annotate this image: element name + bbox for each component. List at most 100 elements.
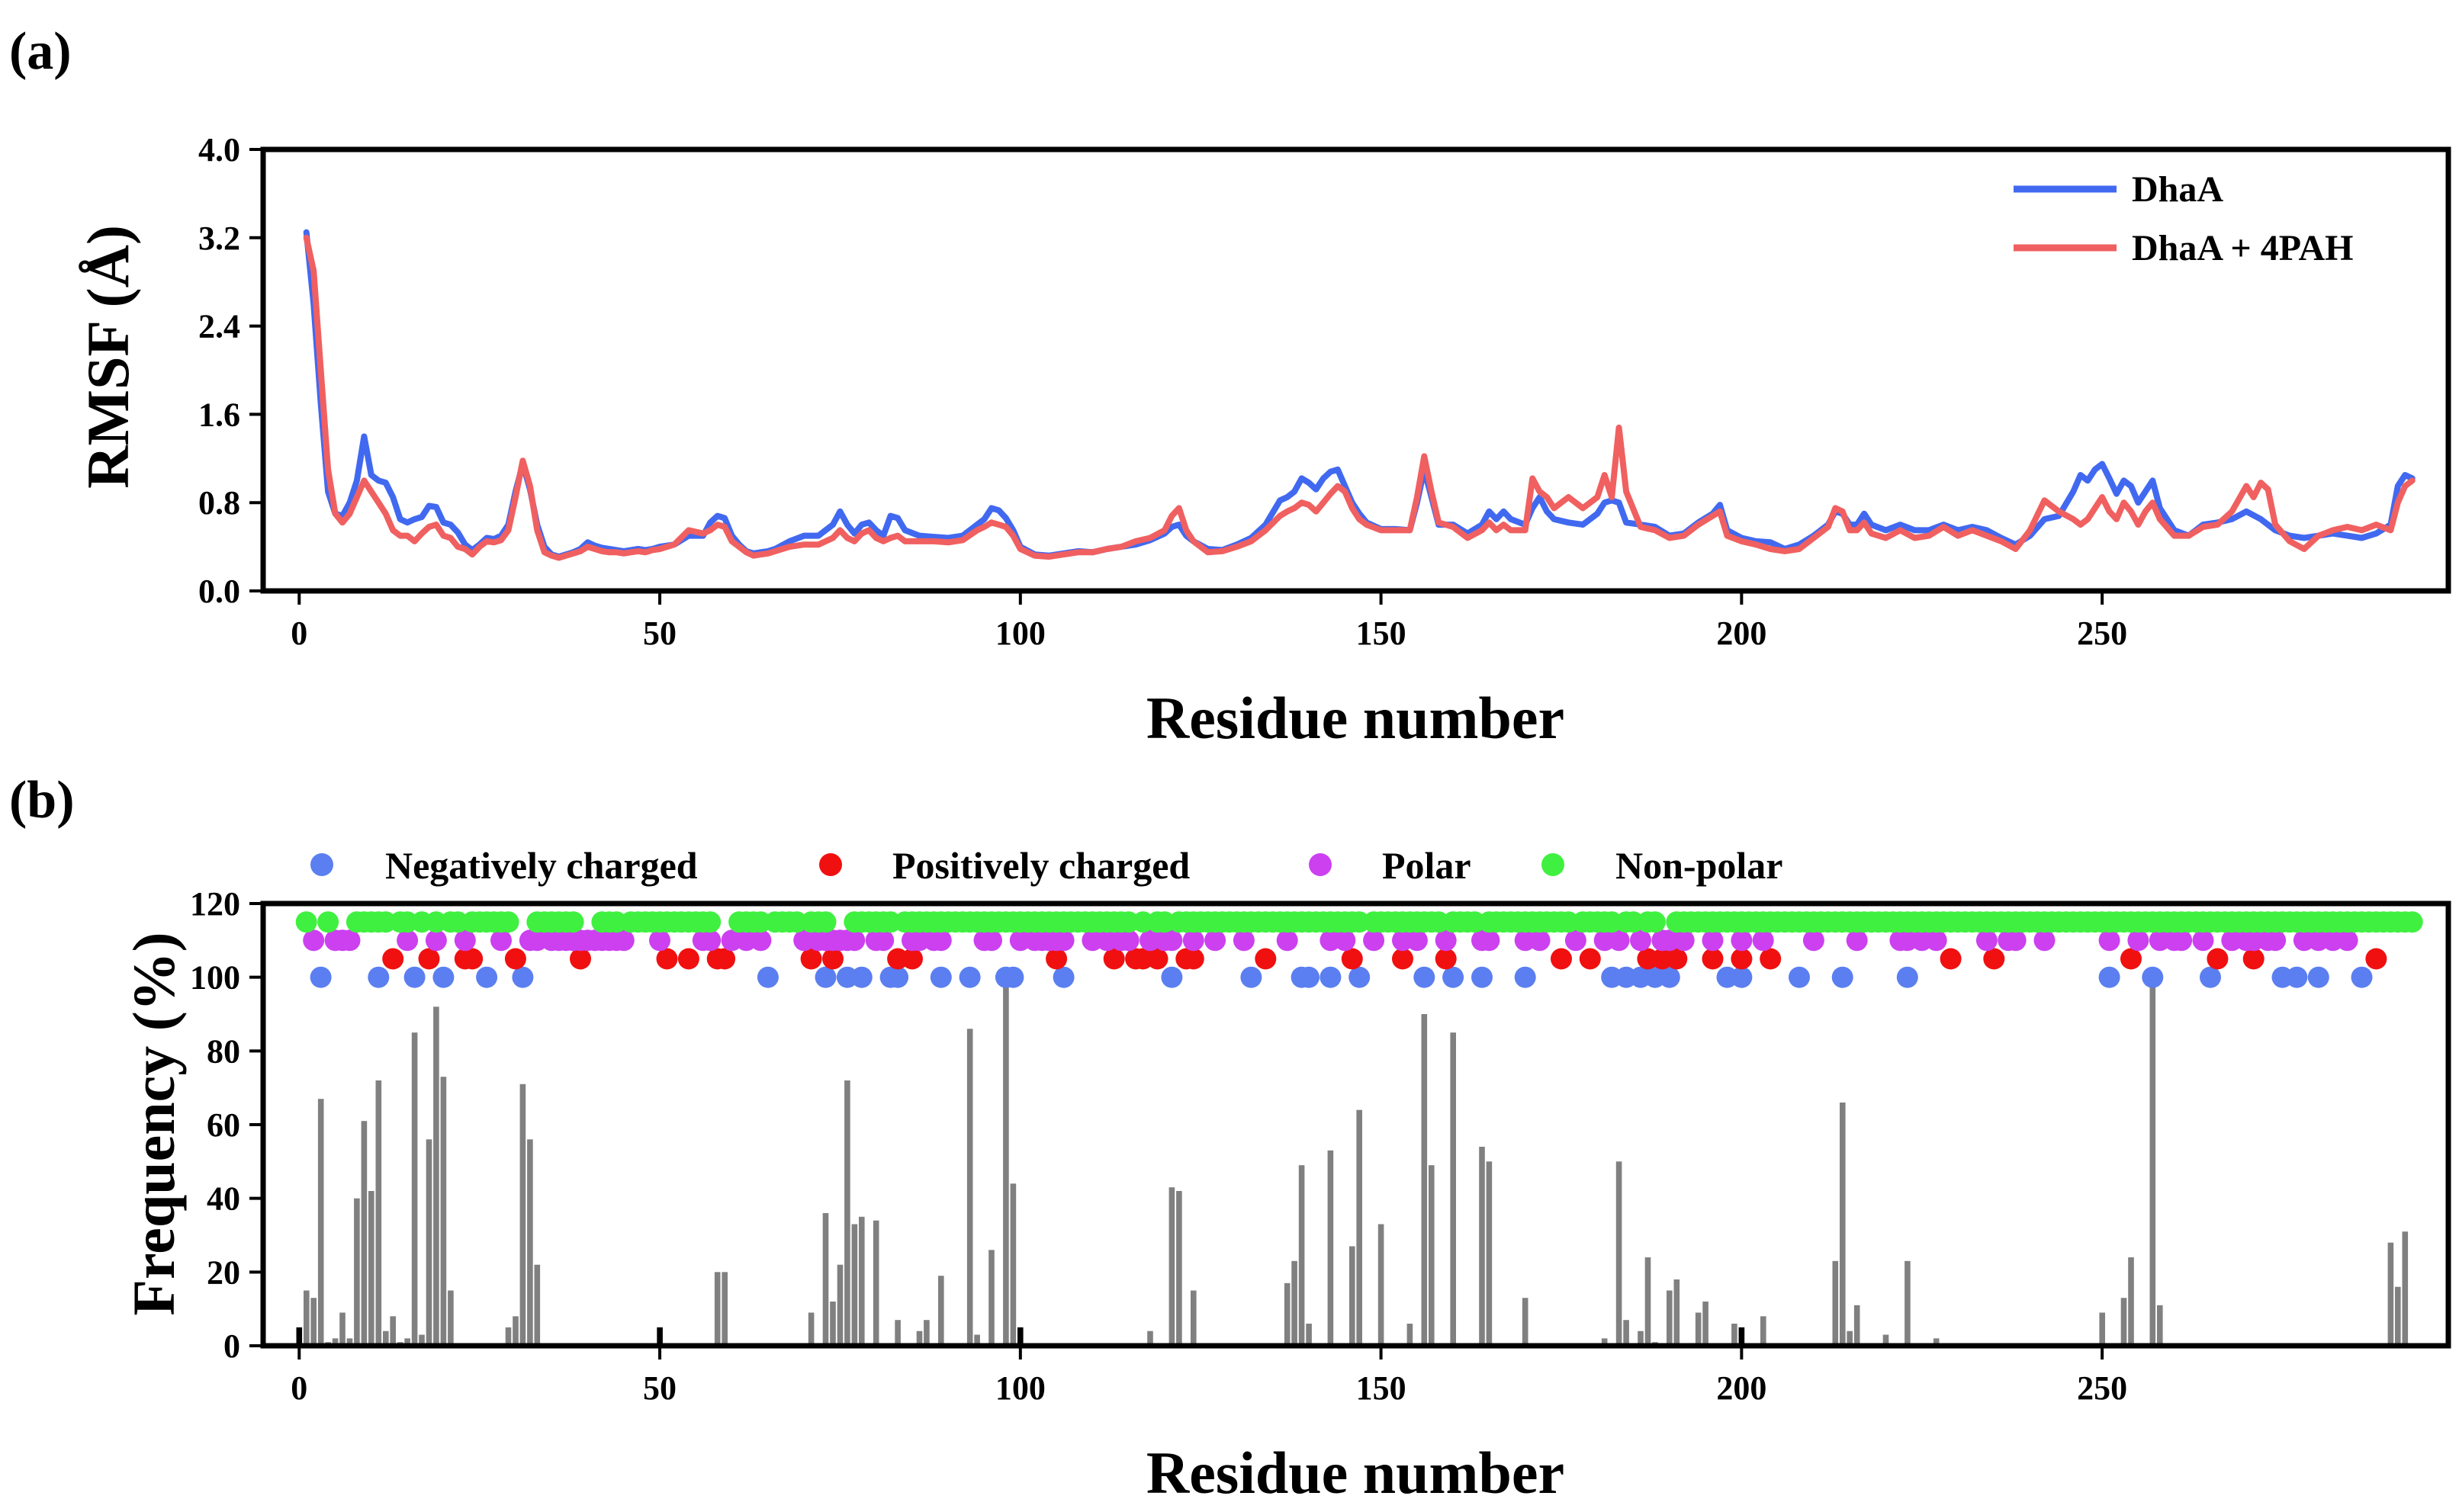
legend-label-non-polar: Non-polar — [1615, 844, 1782, 887]
marker-non-polar-29 — [497, 911, 519, 933]
bar-residue-9 — [361, 1121, 368, 1346]
marker-polar-264 — [2192, 929, 2214, 952]
y-tick-label-20: 20 — [207, 1254, 240, 1291]
marker-polar-251 — [2098, 929, 2120, 952]
marker-positively-charged-134 — [1255, 948, 1277, 970]
bar-residue-227 — [1933, 1338, 1940, 1346]
marker-negatively-charged-16 — [403, 966, 426, 988]
bar-residue-21 — [448, 1290, 454, 1346]
series-line-dhaa-4pah — [303, 234, 2416, 561]
bar-residue-187 — [1644, 1257, 1651, 1346]
x-tick-label-150: 150 — [1356, 615, 1406, 652]
marker-positively-charged-175 — [1551, 948, 1572, 970]
marker-polar-165 — [1478, 929, 1500, 952]
bar-residue-16 — [411, 1032, 418, 1346]
bar-residue-124 — [1191, 1290, 1197, 1346]
bar-residue-121 — [1168, 1187, 1175, 1346]
marker-negatively-charged-140 — [1298, 966, 1320, 988]
marker-negatively-charged-257 — [2142, 966, 2164, 988]
bar-residue-87 — [924, 1320, 930, 1346]
marker-non-polar-57 — [699, 911, 722, 933]
marker-positively-charged-159 — [1435, 948, 1457, 970]
legend-label-polar: Polar — [1382, 844, 1471, 887]
marker-negatively-charged-265 — [2200, 966, 2221, 988]
bar-residue-80 — [873, 1220, 879, 1346]
bar-residue-184 — [1623, 1320, 1629, 1346]
marker-polar-183 — [1608, 929, 1630, 952]
bar-residue-164 — [1479, 1147, 1485, 1346]
marker-negatively-charged-156 — [1413, 966, 1435, 988]
marker-polar-196 — [1702, 929, 1724, 952]
y-tick-label-0: 0 — [223, 1327, 240, 1365]
bar-residue-157 — [1429, 1165, 1435, 1346]
bar-residue-78 — [859, 1216, 865, 1346]
marker-polar-210 — [1802, 929, 1824, 952]
bar-residue-2 — [310, 1298, 317, 1346]
plot-frame-b — [260, 900, 2451, 1349]
bar-residue-291 — [2395, 1286, 2401, 1346]
marker-polar-23 — [454, 929, 476, 952]
bar-residue-6 — [339, 1312, 346, 1346]
bar-residue-96 — [988, 1250, 995, 1346]
bar-residue-183 — [1615, 1161, 1622, 1346]
marker-negatively-charged-132 — [1240, 966, 1262, 988]
marker-polar-131 — [1233, 929, 1255, 952]
marker-negatively-charged-83 — [887, 966, 909, 988]
bar-residue-32 — [527, 1139, 533, 1346]
xlabel-a: Residue number — [1146, 685, 1564, 751]
marker-negatively-charged-160 — [1442, 966, 1464, 988]
marker-positively-charged-288 — [2365, 948, 2387, 970]
bar-residue-139 — [1298, 1165, 1305, 1346]
marker-negatively-charged-93 — [959, 966, 981, 988]
marker-polar-127 — [1204, 929, 1226, 952]
marker-polar-261 — [2171, 929, 2193, 952]
bar-residue-3 — [317, 1099, 324, 1346]
x-tick-label-50: 50 — [643, 615, 677, 652]
x-tick-label-50: 50 — [643, 1369, 677, 1407]
marker-polar-274 — [2265, 929, 2287, 952]
marker-positively-charged-124 — [1182, 948, 1204, 970]
bar-residue-223 — [1905, 1260, 1911, 1346]
y-tick-label-4: 4.0 — [198, 131, 240, 169]
bar-residue-8 — [354, 1198, 360, 1346]
marker-non-polar-73 — [815, 911, 837, 933]
marker-non-polar-38 — [562, 911, 584, 933]
marker-polar-227 — [1925, 929, 1947, 952]
bar-residue-99 — [1010, 1183, 1017, 1346]
marker-positively-charged-30 — [504, 948, 526, 970]
legend-a: DhaA DhaA + 4PAH — [2014, 169, 2353, 268]
marker-polar-15 — [397, 929, 419, 952]
legend-marker-non-polar — [1541, 853, 1564, 876]
marker-polar-19 — [425, 929, 447, 952]
marker-negatively-charged-170 — [1514, 966, 1536, 988]
bar-residue-203 — [1760, 1316, 1766, 1346]
bar-residue-200 — [1738, 1327, 1745, 1346]
marker-positively-charged-266 — [2207, 948, 2229, 970]
bar-residue-250 — [2099, 1312, 2105, 1346]
marker-polar-57 — [699, 929, 722, 952]
legend-label-dhaa: DhaA — [2132, 169, 2223, 210]
marker-negatively-charged-143 — [1320, 966, 1342, 988]
marker-positively-charged-119 — [1146, 948, 1168, 970]
bar-residue-186 — [1638, 1331, 1644, 1346]
marker-negatively-charged-65 — [757, 966, 779, 988]
plot-frame-a — [260, 146, 2451, 594]
bar-residue-15 — [404, 1338, 410, 1346]
marker-positively-charged-204 — [1760, 948, 1782, 970]
marker-polar-89 — [930, 929, 952, 952]
marker-polar-115 — [1117, 929, 1139, 952]
marker-positively-charged-24 — [461, 948, 484, 970]
marker-polar-50 — [649, 929, 670, 952]
legend-label-negatively-charged: Negatively charged — [385, 844, 698, 887]
ylabel-b: Frequency (%) — [121, 932, 187, 1315]
y-tick-label-120: 120 — [190, 885, 240, 923]
marker-polar-81 — [873, 929, 895, 952]
bar-residue-150 — [1377, 1224, 1384, 1346]
bar-residue-58 — [714, 1272, 721, 1346]
marker-negatively-charged-78 — [850, 966, 873, 988]
marker-negatively-charged-190 — [1658, 966, 1680, 988]
marker-negatively-charged-121 — [1161, 966, 1183, 988]
marker-negatively-charged-208 — [1789, 966, 1810, 988]
marker-polar-203 — [1752, 929, 1774, 952]
